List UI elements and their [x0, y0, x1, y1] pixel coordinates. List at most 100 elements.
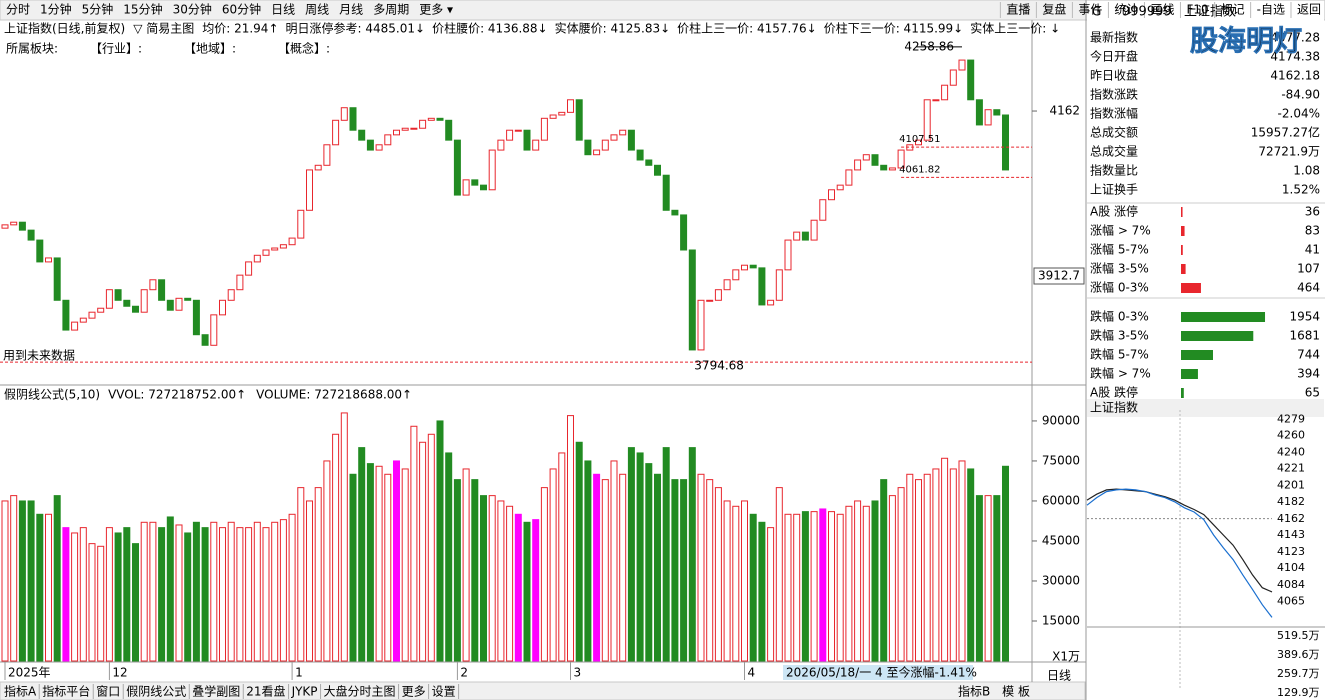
candle: [18, 221, 26, 231]
candle: [210, 314, 218, 346]
breadth-count: 464: [1297, 281, 1320, 295]
volume-bar: [775, 487, 783, 662]
bottom-tab[interactable]: 设置: [432, 685, 456, 699]
period-tab[interactable]: 60分钟: [222, 2, 261, 17]
candle: [184, 297, 192, 301]
period-tab[interactable]: 5分钟: [82, 2, 114, 17]
volume-bar: [941, 457, 949, 662]
candle: [497, 139, 505, 151]
volume-bar: [358, 447, 366, 662]
period-tab[interactable]: 分时: [6, 3, 30, 17]
candle: [749, 264, 757, 269]
volume-bar: [236, 527, 244, 662]
candle: [723, 279, 731, 291]
candle: [253, 254, 261, 263]
bottom-tab[interactable]: 叠学副图: [192, 684, 240, 699]
breadth-label: 跌幅 5-7%: [1090, 347, 1149, 362]
tool-button[interactable]: 画线: [1150, 3, 1174, 17]
volume-bar: [871, 500, 879, 662]
candle: [680, 214, 688, 251]
tool-button[interactable]: 标记: [1221, 3, 1245, 17]
volume-bar: [79, 527, 87, 662]
volume-bar: [645, 463, 653, 662]
candle: [662, 174, 670, 211]
bottom-tab[interactable]: 模 板: [1002, 685, 1030, 699]
tool-button[interactable]: 统计: [1114, 3, 1138, 17]
breadth-label: 涨幅 > 7%: [1090, 223, 1151, 238]
candle: [654, 164, 661, 176]
period-tab[interactable]: 更多 ▾: [419, 3, 453, 17]
future-note: 用到未来数据: [3, 348, 75, 363]
candle: [53, 257, 61, 301]
volume-tick-label: 129.9万: [1277, 686, 1320, 699]
breadth-bar: [1181, 226, 1185, 236]
volume-bar: [514, 513, 522, 662]
volume-bar: [593, 473, 601, 662]
volume-item: VVOL: 727218752.00↑: [108, 388, 246, 402]
indicator-value: 价柱下三一价: 4115.99↓: [824, 21, 964, 36]
y-tick-label: 4084: [1277, 578, 1305, 591]
candle: [410, 127, 418, 130]
candle: [610, 134, 618, 141]
tool-button[interactable]: -自选: [1257, 3, 1285, 17]
volume-bar: [810, 511, 818, 662]
volume-bar: [741, 500, 748, 662]
bottom-tab[interactable]: 更多: [402, 685, 426, 699]
bottom-tab[interactable]: JYKP: [291, 685, 318, 699]
volume-bar: [314, 487, 322, 662]
tool-button[interactable]: F10: [1186, 3, 1208, 17]
candle: [645, 159, 653, 166]
candle: [801, 231, 809, 241]
candle: [71, 321, 79, 331]
period-label: 日线: [1047, 669, 1071, 683]
volume-bar: [306, 500, 313, 662]
bottom-tab[interactable]: 假阴线公式: [126, 685, 186, 699]
last-price: 3912.7: [1038, 269, 1080, 283]
period-tab[interactable]: 15分钟: [123, 2, 162, 17]
period-tab[interactable]: 多周期: [373, 3, 409, 17]
tool-button[interactable]: 返回: [1297, 3, 1321, 17]
candle: [297, 209, 305, 239]
bottom-tab[interactable]: 大盘分时主图: [324, 684, 396, 699]
bottom-tab[interactable]: 指标B: [958, 684, 990, 699]
volume-bar: [219, 527, 226, 662]
candle: [271, 247, 279, 251]
volume-bar: [584, 460, 592, 662]
period-tab[interactable]: 30分钟: [173, 2, 212, 17]
breadth-bar: [1181, 264, 1186, 274]
candle: [967, 59, 975, 101]
volume-bar: [62, 527, 70, 662]
bottom-tab[interactable]: 指标平台: [42, 684, 90, 699]
bottom-tab[interactable]: 指标A: [4, 684, 37, 699]
candle: [366, 139, 374, 151]
period-tab[interactable]: 月线: [339, 3, 363, 17]
period-tab[interactable]: 1分钟: [40, 2, 72, 17]
template-name[interactable]: ▽ 简易主图: [133, 22, 194, 36]
bottom-tab[interactable]: 21看盘: [246, 684, 285, 699]
bottom-tab[interactable]: 窗口: [96, 685, 120, 699]
tool-button[interactable]: 复盘: [1042, 2, 1066, 17]
period-tab[interactable]: 周线: [305, 3, 329, 17]
x-tick-label: 2: [460, 666, 468, 680]
sector-field: 【地域】:: [184, 42, 236, 56]
quote-value: 4174.38: [1270, 50, 1320, 64]
volume-bar: [784, 513, 792, 662]
volume-bar: [706, 479, 714, 662]
candle: [375, 144, 383, 151]
candle: [323, 144, 331, 166]
volume-bar: [375, 465, 383, 662]
tool-button[interactable]: 直播: [1006, 3, 1030, 17]
candle: [514, 129, 522, 132]
tool-button[interactable]: 事件: [1078, 3, 1102, 17]
volume-bar: [497, 500, 505, 662]
candle: [384, 134, 392, 146]
quote-label: 总成交额: [1090, 125, 1138, 140]
candle: [871, 154, 879, 166]
quote-code: 999999: [1122, 5, 1172, 20]
period-tab[interactable]: 日线: [271, 3, 295, 17]
candle: [688, 249, 696, 351]
volume-bar: [567, 415, 574, 662]
candle: [306, 169, 313, 211]
indicator-value: 实体腰价: 4125.83↓: [555, 21, 671, 36]
candle: [567, 99, 574, 113]
